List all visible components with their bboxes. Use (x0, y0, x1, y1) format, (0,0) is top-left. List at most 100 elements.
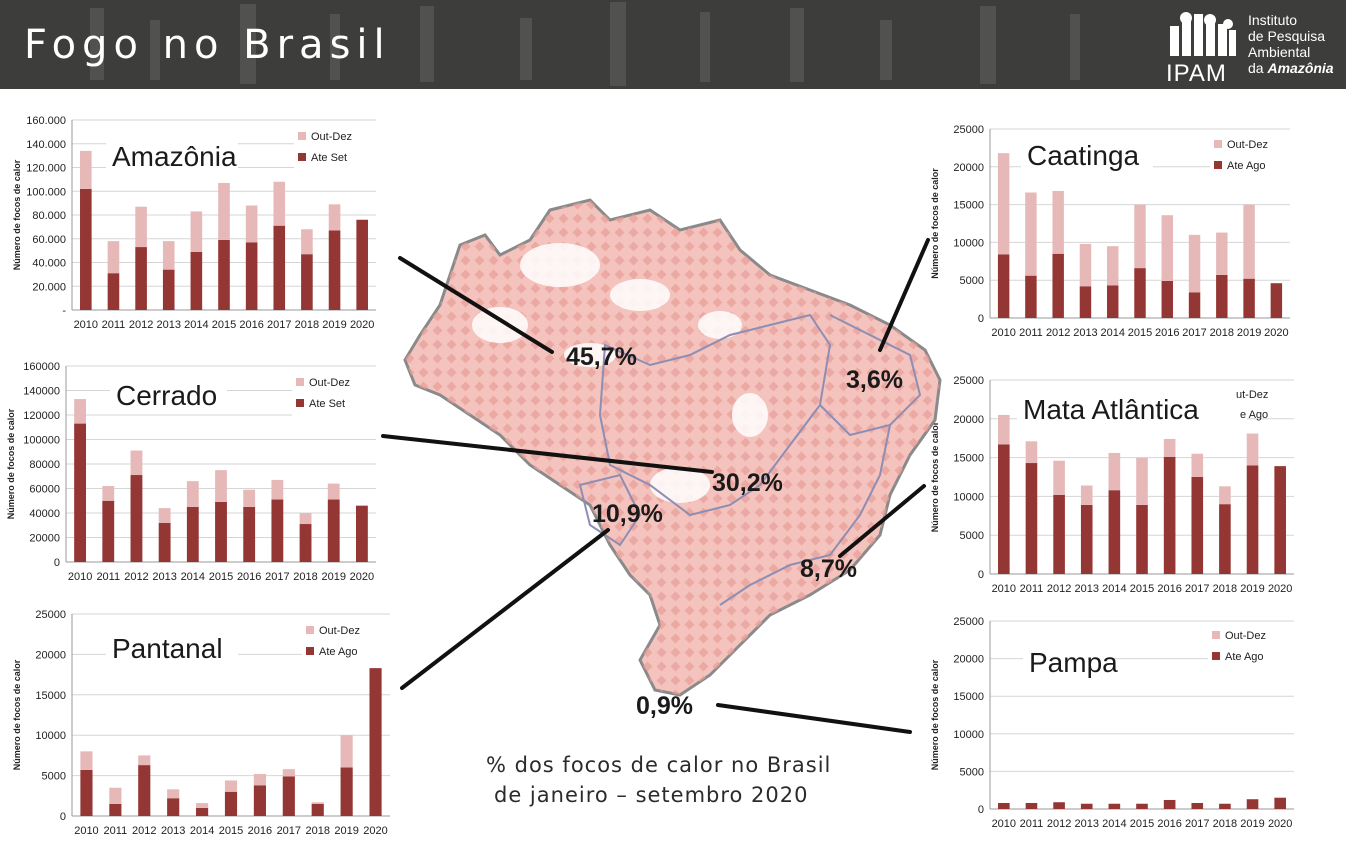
x-tick-label: 2013 (1073, 327, 1097, 339)
y-tick-label: 100000 (23, 435, 60, 447)
bar-out-dez (167, 789, 180, 799)
logo-acronym: IPAM (1166, 60, 1227, 87)
x-tick-label: 2016 (239, 319, 263, 331)
chart-title: Pampa (1029, 647, 1118, 678)
y-tick-label: 10000 (953, 491, 984, 503)
bar-out-dez (107, 241, 120, 274)
chart-title: Cerrado (116, 380, 217, 411)
map-caption: % dos focos de calor no Brasil de janeir… (486, 750, 866, 810)
y-tick-label: 20.000 (32, 281, 66, 293)
bar-ate-ago (1025, 802, 1038, 809)
x-tick-label: 2011 (1020, 818, 1044, 830)
legend-box (292, 372, 390, 416)
x-tick-label: 2017 (1185, 583, 1209, 595)
bar-ate-ago (1163, 799, 1176, 809)
bar-ate-set (271, 499, 284, 562)
y-tick-label: 20000 (953, 654, 984, 666)
bar-out-dez (243, 489, 256, 507)
bar-ate-ago (998, 802, 1010, 809)
bar-out-dez (74, 399, 87, 424)
y-tick-label: 20000 (953, 162, 984, 174)
x-tick-label: 2010 (992, 818, 1016, 830)
legend-label: Out-Dez (311, 131, 352, 143)
chart-mata-atlantica: 0 5000 10000 15000 20000 25000 Número de focos… (930, 375, 1294, 595)
x-tick-label: 2010 (74, 319, 98, 331)
page-title: Fogo no Brasil (24, 22, 391, 68)
bar-ate-ago (1025, 463, 1038, 574)
legend-box (294, 126, 390, 170)
bar-ate-ago (1052, 253, 1064, 318)
bar-ate-set (107, 273, 120, 310)
bar-ate-set (186, 506, 199, 562)
bar-out-dez (327, 483, 340, 500)
x-tick-label: 2012 (1046, 327, 1070, 339)
bar-out-dez (130, 450, 143, 476)
legend-label: e Ago (1240, 409, 1268, 421)
logo-text: Instituto de Pesquisa Ambiental da Amazô… (1248, 12, 1334, 76)
x-tick-label: 2010 (68, 571, 92, 583)
y-tick-label: 10000 (953, 729, 984, 741)
bar-ate-ago (196, 807, 209, 816)
x-tick-label: 2015 (1128, 327, 1152, 339)
bar-out-dez (1191, 453, 1204, 477)
bar-ate-ago (1219, 504, 1231, 574)
y-tick-label: 120000 (23, 410, 60, 422)
bar-ate-ago (80, 769, 93, 816)
x-tick-label: 2016 (248, 825, 272, 837)
bar-ate-ago (1053, 802, 1065, 809)
bar-ate-set (190, 251, 203, 310)
x-tick-label: 2019 (321, 571, 345, 583)
caption-line-2: de janeiro – setembro 2020 (494, 783, 809, 807)
y-tick-label: 120.000 (26, 163, 66, 175)
x-tick-label: 2016 (1157, 583, 1181, 595)
bar-ate-set (273, 225, 286, 310)
pct-amazonia: 45,7% (566, 343, 637, 371)
x-tick-label: 2020 (350, 571, 374, 583)
brazil-fire-map (403, 198, 942, 697)
ipam-tree-icon (1170, 12, 1236, 56)
bar-ate-ago (1080, 504, 1093, 574)
bar-ate-ago (1274, 797, 1286, 809)
y-tick-label: 25000 (35, 609, 66, 621)
y-tick-label: 160.000 (26, 115, 66, 127)
bar-ate-ago (1246, 799, 1259, 809)
legend-label: Out-Dez (1225, 630, 1266, 642)
bar-ate-set (328, 230, 341, 310)
bar-ate-ago (369, 668, 382, 816)
x-tick-label: 2013 (1074, 583, 1098, 595)
bar-out-dez (328, 204, 341, 231)
bar-ate-ago (1191, 802, 1204, 809)
y-tick-label: 15000 (35, 690, 66, 702)
bar-out-dez (1188, 234, 1201, 293)
x-tick-label: 2012 (129, 319, 153, 331)
bar-ate-ago (1134, 268, 1146, 318)
bar-ate-set (355, 505, 368, 562)
x-tick-label: 2016 (1155, 327, 1179, 339)
x-tick-label: 2013 (1074, 818, 1098, 830)
bar-out-dez (80, 751, 93, 770)
pct-pantanal: 10,9% (592, 500, 663, 528)
bar-out-dez (1108, 452, 1121, 491)
y-tick-label: 5000 (960, 766, 984, 778)
bar-out-dez (1107, 246, 1119, 286)
bar-ate-set (74, 423, 87, 562)
y-tick-label: 40.000 (32, 258, 66, 270)
y-tick-label: 160000 (23, 361, 60, 373)
y-tick-label: 15000 (953, 691, 984, 703)
bar-ate-set (102, 500, 115, 562)
y-tick-label: 5000 (960, 530, 984, 542)
bar-ate-ago (311, 803, 324, 816)
bar-ate-set (158, 522, 171, 562)
x-tick-label: 2018 (1210, 327, 1234, 339)
x-tick-label: 2018 (305, 825, 329, 837)
x-tick-label: 2017 (267, 319, 291, 331)
x-tick-label: 2016 (237, 571, 261, 583)
x-tick-label: 2019 (322, 319, 346, 331)
bar-ate-ago (1108, 803, 1121, 809)
bar-ate-ago (1079, 286, 1092, 318)
bar-ate-set (162, 269, 175, 310)
y-tick-label: - (62, 305, 66, 317)
x-tick-label: 2018 (1213, 818, 1237, 830)
biome-border-caatinga (819, 314, 922, 437)
